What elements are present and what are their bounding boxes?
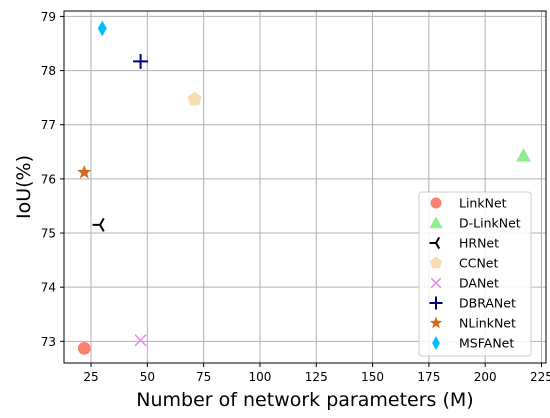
point-d-linknet [515, 148, 531, 162]
y-tick-label: 76 [41, 172, 56, 186]
legend-item: MSFANet [432, 336, 514, 351]
x-tick-label: 150 [361, 370, 384, 384]
legend-item: DBRANet [429, 296, 516, 311]
plot-frame [63, 10, 547, 364]
x-tick-label: 225 [530, 370, 550, 384]
legend-marker [429, 296, 443, 310]
y-tick-label: 73 [41, 335, 56, 349]
legend-label: CCNet [459, 256, 498, 271]
legend-marker [430, 197, 442, 209]
legend-item: CCNet [429, 256, 498, 271]
legend-label: MSFANet [459, 336, 514, 351]
y-axis-label: IoU(%) [13, 155, 35, 219]
point-msfanet [97, 20, 107, 37]
legend-item: D-LinkNet [429, 216, 521, 231]
x-tick-label: 25 [83, 370, 98, 384]
legend-marker [429, 316, 443, 329]
x-tick-label: 50 [140, 370, 155, 384]
legend-label: DANet [459, 276, 499, 291]
point-ccnet [187, 91, 202, 106]
point-linknet [77, 342, 91, 355]
legend-item: NLinkNet [429, 316, 516, 331]
legend-label: LinkNet [459, 196, 507, 211]
legend-marker [429, 236, 441, 250]
y-tick-label: 77 [41, 118, 56, 132]
legend-marker [429, 256, 443, 269]
y-tick-label: 74 [41, 281, 56, 295]
point-nlinknet [77, 164, 92, 179]
point-dbranet [133, 53, 149, 69]
legend-item: LinkNet [430, 196, 507, 211]
legend-label: DBRANet [459, 296, 516, 311]
y-tick-label: 79 [41, 10, 56, 24]
legend-marker [429, 216, 443, 229]
legend-marker [432, 336, 440, 350]
x-tick-label: 100 [249, 370, 272, 384]
x-tick-label: 200 [474, 370, 497, 384]
grid-lines [64, 11, 546, 363]
x-axis-label: Number of network parameters (M) [136, 389, 473, 411]
legend-item: DANet [430, 276, 499, 291]
legend-label: HRNet [459, 236, 499, 251]
x-tick-label: 175 [417, 370, 440, 384]
legend-box [418, 191, 532, 357]
axis-ticks: 25 50 75 100 125 150 175 200 225 73 74 75 76 77 78 79 [41, 10, 550, 384]
legend-label: D-LinkNet [459, 216, 521, 231]
y-tick-label: 78 [41, 64, 56, 78]
y-tick-label: 75 [41, 227, 56, 241]
legend-item: HRNet [429, 236, 499, 251]
point-danet [134, 334, 147, 347]
data-points [77, 20, 531, 355]
legend-marker [430, 277, 442, 289]
x-tick-label: 125 [305, 370, 328, 384]
legend-label: NLinkNet [459, 316, 516, 331]
legend: LinkNet D-LinkNet HRNet CCNet DANet DBRANet NL… [418, 191, 532, 357]
x-tick-label: 75 [196, 370, 211, 384]
point-hrnet [92, 217, 105, 232]
